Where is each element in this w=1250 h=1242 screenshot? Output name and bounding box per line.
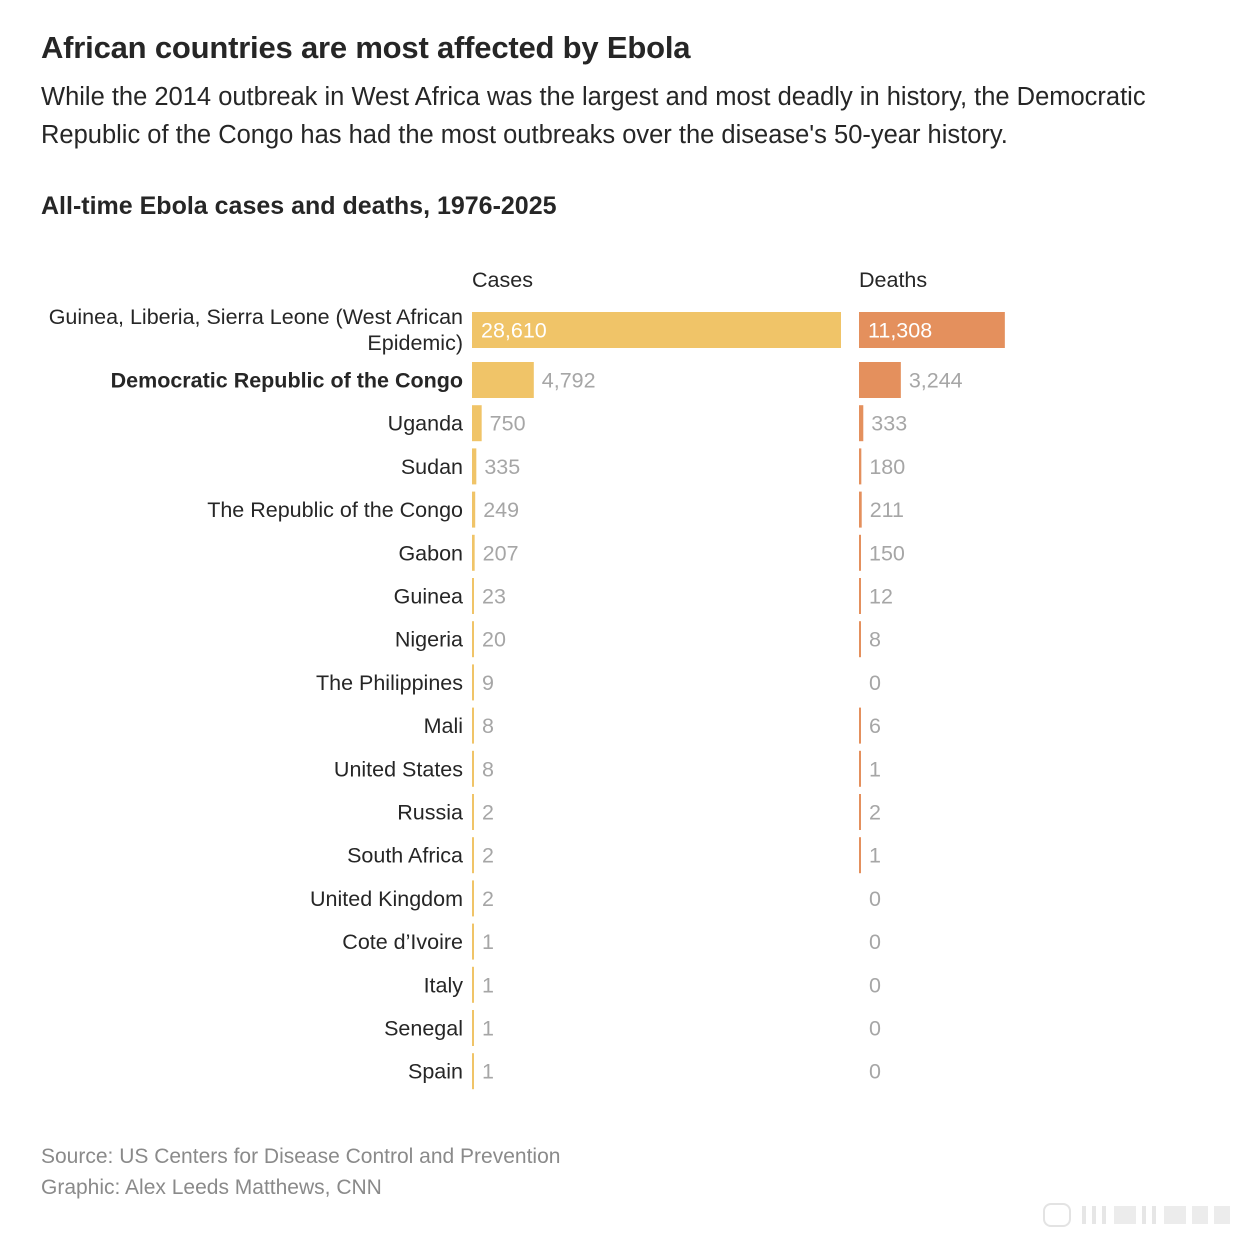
deaths-value-label: 12 xyxy=(869,585,893,609)
headline: African countries are most affected by E… xyxy=(41,30,691,65)
category-label: The Republic of the Congo xyxy=(207,498,463,522)
category-label: Nigeria xyxy=(395,628,463,652)
deaths-value-label: 333 xyxy=(871,412,907,436)
deaths-bar xyxy=(859,448,862,485)
category-label: South Africa xyxy=(347,844,463,868)
column-header-cases: Cases xyxy=(472,268,533,292)
deaths-value-label: 3,244 xyxy=(909,369,963,393)
deaths-bar xyxy=(859,707,861,744)
cases-value-label: 1 xyxy=(482,973,494,997)
deaths-value-label: 8 xyxy=(869,628,881,652)
cases-bar xyxy=(472,664,474,701)
cases-bar xyxy=(472,362,534,398)
deaths-bar xyxy=(859,534,861,571)
deaths-value-label: 1 xyxy=(869,757,881,781)
cases-bar xyxy=(472,1053,474,1090)
cases-value-label: 8 xyxy=(482,714,494,738)
deaths-value-label: 6 xyxy=(869,714,881,738)
cases-value-label: 1 xyxy=(482,930,494,954)
category-label: Italy xyxy=(424,973,464,997)
cases-deaths-bar-chart: Cases Deaths Guinea, Liberia, Sierra Leone… xyxy=(49,268,1005,1090)
cases-bar xyxy=(472,966,474,1003)
cases-bar xyxy=(472,1010,474,1046)
cases-value-label: 20 xyxy=(482,628,506,652)
cases-bar xyxy=(472,448,477,485)
cases-value-label: 9 xyxy=(482,671,494,695)
deaths-value-label: 0 xyxy=(869,1017,881,1041)
category-label: United States xyxy=(334,757,463,781)
watermark-logo xyxy=(1043,1203,1230,1227)
cases-bar xyxy=(472,578,474,614)
category-label: Guinea xyxy=(394,585,463,609)
deaths-value-label: 0 xyxy=(869,973,881,997)
cases-value-label: 207 xyxy=(483,541,519,565)
category-label: Democratic Republic of the Congo xyxy=(111,369,463,393)
deaths-bar xyxy=(859,405,864,442)
deaths-bar xyxy=(859,362,901,398)
category-label: United Kingdom xyxy=(310,887,463,911)
category-label: Senegal xyxy=(384,1017,463,1041)
deaths-bar xyxy=(859,750,861,787)
cases-bar xyxy=(472,621,474,658)
chart-title: All-time Ebola cases and deaths, 1976-20… xyxy=(41,192,557,220)
cases-bar xyxy=(472,880,474,917)
deaths-bar xyxy=(859,837,861,874)
category-label: Spain xyxy=(408,1060,463,1084)
source-note: Source: US Centers for Disease Control a… xyxy=(41,1145,561,1168)
cases-value-label: 2 xyxy=(482,801,494,825)
category-label: Russia xyxy=(397,801,463,825)
cases-value-label: 4,792 xyxy=(542,369,596,393)
deaths-value-label: 1 xyxy=(869,844,881,868)
cases-value-label: 335 xyxy=(484,455,520,479)
cases-value-label: 23 xyxy=(482,585,506,609)
category-label: The Philippines xyxy=(316,671,463,695)
deaths-bar xyxy=(859,491,862,528)
deaths-value-label: 0 xyxy=(869,930,881,954)
cases-value-label: 2 xyxy=(482,844,494,868)
subheadline: While the 2014 outbreak in West Africa w… xyxy=(41,83,1146,149)
category-label: Uganda xyxy=(388,412,463,436)
deaths-value-label: 2 xyxy=(869,801,881,825)
deaths-bar xyxy=(859,312,1005,348)
cases-value-label: 1 xyxy=(482,1060,494,1084)
cases-bar xyxy=(472,750,474,787)
deaths-bar xyxy=(859,578,861,614)
deaths-bar xyxy=(859,794,861,830)
deaths-value-label: 0 xyxy=(869,1060,881,1084)
category-label: Cote d’Ivoire xyxy=(342,930,463,954)
cases-bar xyxy=(472,491,476,528)
deaths-bar xyxy=(859,621,861,658)
cases-value-label: 249 xyxy=(483,498,519,522)
cases-value-label: 8 xyxy=(482,757,494,781)
deaths-value-label: 0 xyxy=(869,887,881,911)
graphic-credit: Graphic: Alex Leeds Matthews, CNN xyxy=(41,1176,382,1199)
deaths-value-label: 0 xyxy=(869,671,881,695)
cases-value-label: 2 xyxy=(482,887,494,911)
cases-bar xyxy=(472,707,474,744)
cases-value-label: 1 xyxy=(482,1017,494,1041)
cases-bar xyxy=(472,837,474,874)
cases-bar xyxy=(472,312,841,348)
deaths-value-label: 180 xyxy=(869,455,905,479)
cases-bar xyxy=(472,405,482,442)
deaths-value-label: 11,308 xyxy=(868,319,932,343)
category-label: Sudan xyxy=(401,455,463,479)
cases-value-label: 750 xyxy=(490,412,526,436)
cases-bar xyxy=(472,534,475,571)
cases-value-label: 28,610 xyxy=(481,319,547,343)
deaths-value-label: 211 xyxy=(870,498,904,522)
category-label: Mali xyxy=(424,714,463,738)
category-label: Guinea, Liberia, Sierra Leone (West Afri… xyxy=(49,305,463,355)
category-label: Gabon xyxy=(398,541,463,565)
column-header-deaths: Deaths xyxy=(859,268,927,292)
deaths-value-label: 150 xyxy=(869,541,905,565)
cases-bar xyxy=(472,923,474,960)
cases-bar xyxy=(472,794,474,830)
